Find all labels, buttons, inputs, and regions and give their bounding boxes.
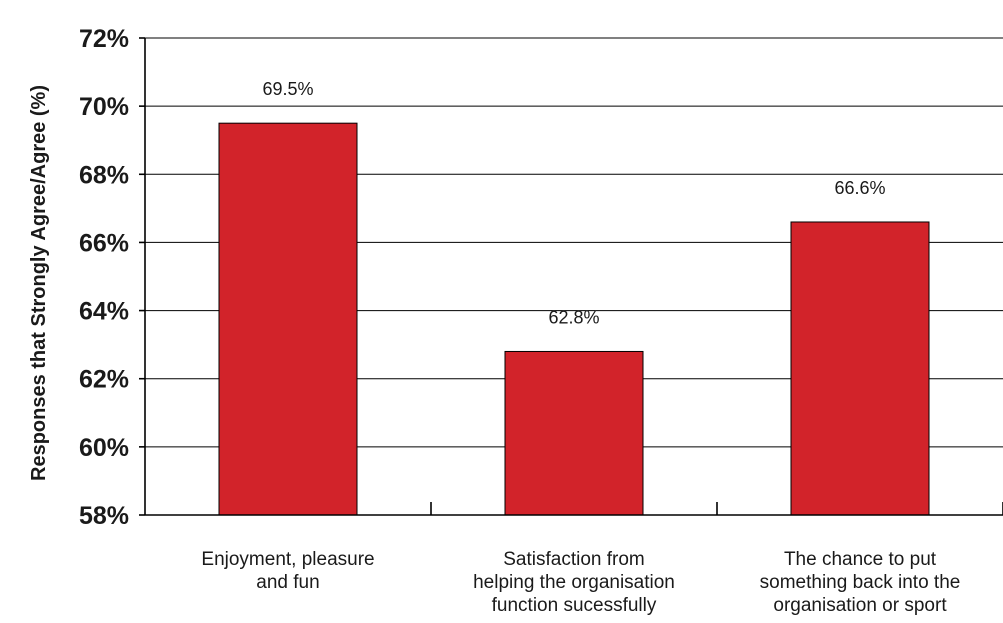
- bar: [790, 221, 930, 516]
- y-axis-label: Responses that Strongly Agree/Agree (%): [28, 85, 50, 481]
- data-label: 69.5%: [262, 79, 313, 99]
- x-category-label-line: and fun: [256, 572, 319, 593]
- x-category-label-line: organisation or sport: [773, 595, 947, 616]
- x-category-label-line: function sucessfully: [492, 595, 657, 616]
- y-tick-label: 60%: [79, 434, 129, 462]
- bar: [504, 350, 644, 516]
- x-category-label-line: Satisfaction from: [503, 549, 645, 570]
- x-category-label: Satisfaction from helping the organisatio…: [473, 549, 675, 616]
- labels: 58% 60% 62% 64% 66% 68% 70% 72% 69.5% Enjoyment, …: [79, 25, 960, 616]
- x-category-label-line: Enjoyment, pleasure: [201, 549, 374, 570]
- y-tick-label: 62%: [79, 366, 129, 394]
- y-tick-label: 70%: [79, 93, 129, 121]
- x-category-label: The chance to put something back into the…: [760, 549, 961, 616]
- x-category-label: Enjoyment, pleasure and fun: [201, 549, 374, 593]
- data-label: 62.8%: [548, 307, 599, 327]
- y-tick-label: 66%: [79, 229, 129, 257]
- data-label: 66.6%: [834, 178, 885, 198]
- x-category-label-line: something back into the: [760, 572, 961, 593]
- y-tick-label: 64%: [79, 298, 129, 326]
- bar: [218, 122, 358, 516]
- x-category-label-line: helping the organisation: [473, 572, 675, 593]
- y-tick-label: 72%: [79, 25, 129, 53]
- bars: [218, 122, 930, 516]
- axes: [139, 37, 1003, 516]
- y-tick-label: 58%: [79, 502, 129, 530]
- x-category-label-line: The chance to put: [784, 549, 937, 570]
- y-tick-label: 68%: [79, 161, 129, 189]
